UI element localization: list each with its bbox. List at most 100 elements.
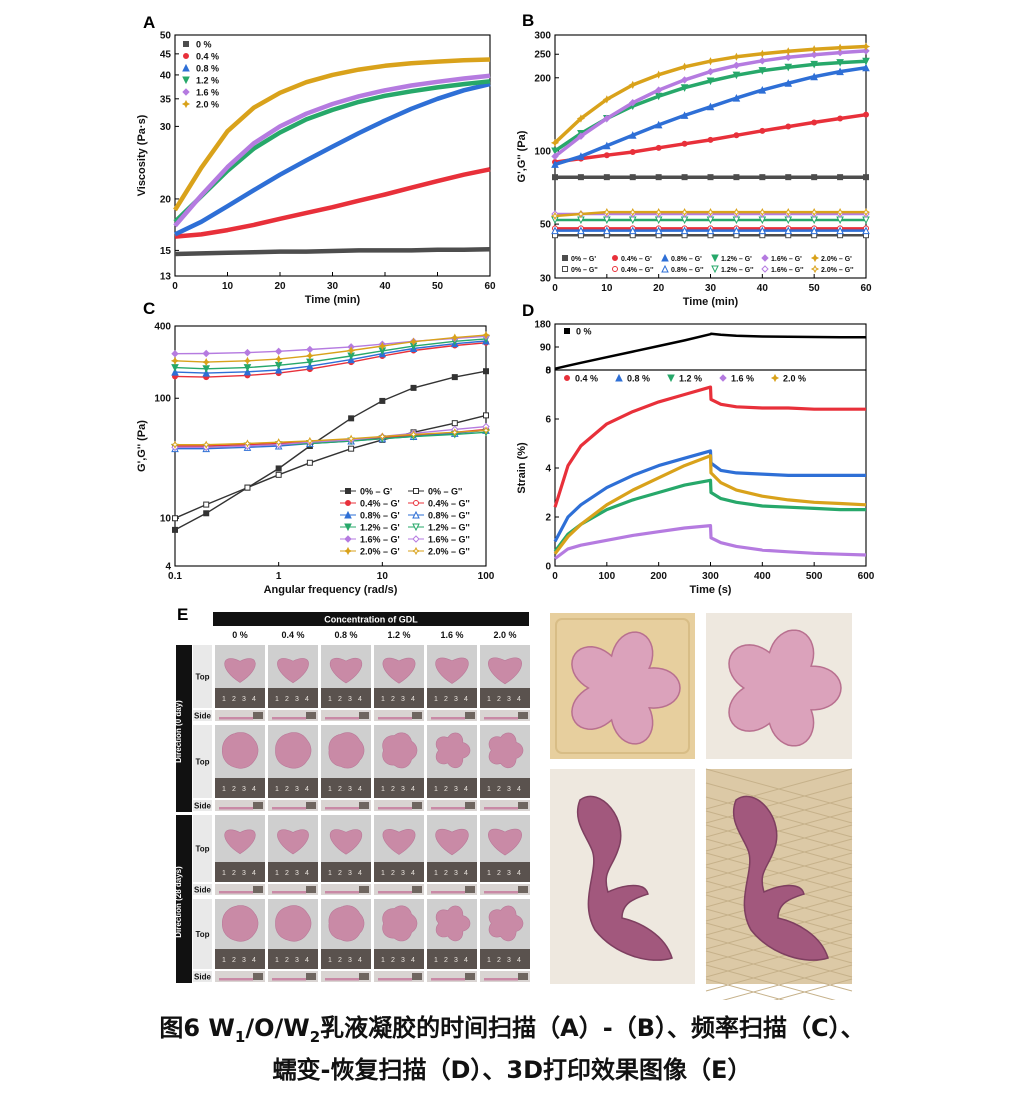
ruler-mark: 4 <box>358 957 362 964</box>
series-marker <box>706 77 715 86</box>
series-marker <box>785 174 792 181</box>
series-marker <box>655 174 662 181</box>
ruler <box>321 862 371 882</box>
ruler-mark: 1 <box>381 696 385 703</box>
ruler-mark: 2 <box>444 870 448 877</box>
series-line <box>174 338 487 370</box>
legend-label: 1.6% – G' <box>360 535 400 545</box>
series-marker <box>759 127 766 134</box>
series-marker <box>706 67 715 76</box>
wafer-line <box>705 894 853 936</box>
series-marker <box>202 358 211 367</box>
ruler-mark: 2 <box>232 786 236 793</box>
side-gel-strip <box>325 978 359 981</box>
series-marker <box>628 226 637 235</box>
y-tick-label: 40 <box>160 70 172 81</box>
side-gel-strip <box>272 807 306 810</box>
legend-marker <box>181 99 191 109</box>
x-tick-label: 300 <box>702 571 719 582</box>
ruler-mark: 2 <box>497 957 501 964</box>
wafer-line <box>705 782 853 824</box>
series-marker <box>203 510 210 517</box>
series-marker <box>836 59 844 67</box>
flower-gel <box>275 732 312 769</box>
series-marker <box>681 174 688 181</box>
ruler-mark: 3 <box>295 786 299 793</box>
legend-marker <box>562 255 568 261</box>
legend-marker <box>615 373 623 382</box>
series-marker <box>347 434 356 443</box>
side-gel-strip <box>325 807 359 810</box>
wafer-line <box>705 824 853 866</box>
series-marker <box>680 76 689 84</box>
ruler-mark: 4 <box>517 786 521 793</box>
legend-label: 0 % <box>576 327 592 337</box>
side-photo <box>268 884 318 895</box>
ruler-mark: 3 <box>454 957 458 964</box>
series-marker <box>577 132 585 140</box>
side-ruler <box>412 973 422 980</box>
ruler-mark: 1 <box>434 957 438 964</box>
ruler-mark: 2 <box>285 957 289 964</box>
ruler-mark: 4 <box>252 870 256 877</box>
flower-gel <box>435 732 471 769</box>
panel-label: B <box>522 11 534 30</box>
side-photo <box>321 884 371 895</box>
side-gel-strip <box>431 891 465 894</box>
side-gel-strip <box>378 978 412 981</box>
series-marker <box>450 428 459 437</box>
y-tick-label: 4 <box>165 562 171 573</box>
series-marker <box>732 93 741 102</box>
x-tick-label: 10 <box>222 281 234 292</box>
x-tick-label: 50 <box>432 281 444 292</box>
y-tick-label: 35 <box>160 94 172 105</box>
ruler-mark: 1 <box>381 786 385 793</box>
legend-label: 0% – G' <box>360 487 392 497</box>
ruler-mark: 4 <box>252 957 256 964</box>
series-marker <box>275 471 282 478</box>
ruler-mark: 3 <box>507 957 511 964</box>
x-tick-label: 10 <box>377 571 389 582</box>
ruler <box>427 949 477 969</box>
ruler-mark: 4 <box>411 957 415 964</box>
ruler <box>427 778 477 798</box>
legend-label: 1.6% – G'' <box>771 267 804 274</box>
legend-marker <box>182 76 190 85</box>
legend-marker <box>412 510 420 519</box>
series-marker <box>577 174 584 181</box>
series-line <box>173 79 491 224</box>
row-label: Top <box>195 845 209 854</box>
side-ruler <box>518 712 528 719</box>
ruler-mark: 3 <box>295 696 299 703</box>
ruler-mark: 4 <box>464 957 468 964</box>
series-marker <box>603 114 611 123</box>
series-marker <box>810 72 818 81</box>
side-photo <box>321 710 371 721</box>
y-tick-label: 45 <box>160 49 172 60</box>
ruler-mark: 4 <box>517 696 521 703</box>
ruler-mark: 3 <box>454 786 458 793</box>
series-marker <box>732 71 741 80</box>
legend-marker <box>761 254 769 262</box>
panel-label: E <box>177 605 188 624</box>
legend-marker <box>344 535 352 543</box>
side-gel-strip <box>431 807 465 810</box>
series-marker <box>628 80 637 90</box>
ruler-mark: 3 <box>242 696 246 703</box>
ruler-mark: 2 <box>391 870 395 877</box>
ruler-mark: 3 <box>454 696 458 703</box>
heart-gel <box>382 829 416 855</box>
series-marker <box>274 438 283 447</box>
legend-label: 0.4% – G'' <box>428 499 470 509</box>
ruler <box>321 949 371 969</box>
series-marker <box>410 384 417 391</box>
heart-gel <box>488 657 522 685</box>
legend-label: 1.2% – G' <box>360 523 400 533</box>
series-marker <box>577 226 585 235</box>
side-photo <box>427 710 477 721</box>
ruler-mark: 4 <box>411 786 415 793</box>
side-gel-strip <box>325 891 359 894</box>
side-photo <box>427 800 477 811</box>
series-marker <box>243 367 252 376</box>
series-marker <box>450 333 459 342</box>
